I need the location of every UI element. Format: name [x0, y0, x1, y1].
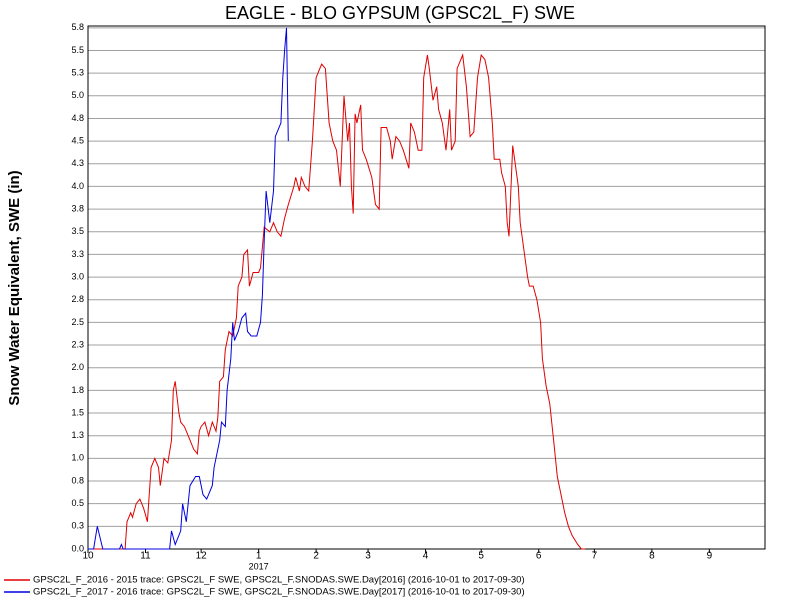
y-tick-label: 0.0	[71, 543, 84, 553]
x-tick-label: 8	[649, 551, 655, 562]
x-sublabel: 2017	[249, 561, 269, 571]
y-tick-label: 2.5	[71, 317, 84, 327]
y-tick-label: 3.0	[71, 271, 84, 281]
plot-border	[87, 25, 766, 550]
chart-title: EAGLE - BLO GYPSUM (GPSC2L_F) SWE	[225, 3, 575, 24]
x-tick-label: 10	[82, 551, 94, 562]
x-tick-label: 3	[365, 551, 371, 562]
y-tick-label: 0.8	[71, 475, 84, 485]
x-tick-label: 11	[140, 551, 151, 562]
legend-label: GPSC2L_F_2016 - 2015 trace: GPSC2L_F SWE…	[33, 575, 525, 586]
y-tick-label: 2.3	[71, 339, 84, 349]
y-tick-label: 1.0	[71, 453, 84, 463]
x-tick-label: 6	[536, 551, 542, 562]
series-line	[88, 27, 289, 550]
y-tick-label: 2.8	[71, 294, 84, 304]
y-tick-label: 5.5	[71, 45, 84, 55]
x-tick-label: 2	[313, 551, 319, 562]
y-tick-label: 5.8	[71, 22, 84, 32]
y-tick-label: 1.8	[71, 385, 84, 395]
y-tick-label: 0.3	[71, 521, 84, 531]
x-tick-label: 5	[478, 551, 484, 562]
y-tick-label: 5.3	[71, 68, 84, 78]
y-tick-label: 1.5	[71, 407, 84, 417]
x-tick-label: 9	[707, 551, 713, 562]
y-tick-label: 0.5	[71, 498, 84, 508]
y-tick-label: 4.0	[71, 181, 84, 191]
y-tick-label: 3.3	[71, 249, 84, 259]
legend-label: GPSC2L_F_2017 - 2016 trace: GPSC2L_F SWE…	[33, 587, 525, 598]
y-tick-label: 4.8	[71, 113, 84, 123]
x-tick-label: 12	[196, 551, 208, 562]
y-tick-label: 3.8	[71, 203, 84, 213]
series-line	[88, 53, 586, 550]
x-tick-label: 1	[256, 551, 262, 562]
y-tick-label: 1.3	[71, 430, 84, 440]
y-tick-label: 2.0	[71, 362, 84, 372]
y-tick-label: 4.5	[71, 135, 84, 145]
y-tick-label: 4.3	[71, 158, 84, 168]
x-tick-label: 4	[423, 551, 429, 562]
y-axis-label: Snow Water Equivalent, SWE (in)	[6, 170, 23, 405]
y-tick-label: 3.5	[71, 226, 84, 236]
y-tick-label: 5.0	[71, 90, 84, 100]
x-tick-label: 7	[592, 551, 598, 562]
